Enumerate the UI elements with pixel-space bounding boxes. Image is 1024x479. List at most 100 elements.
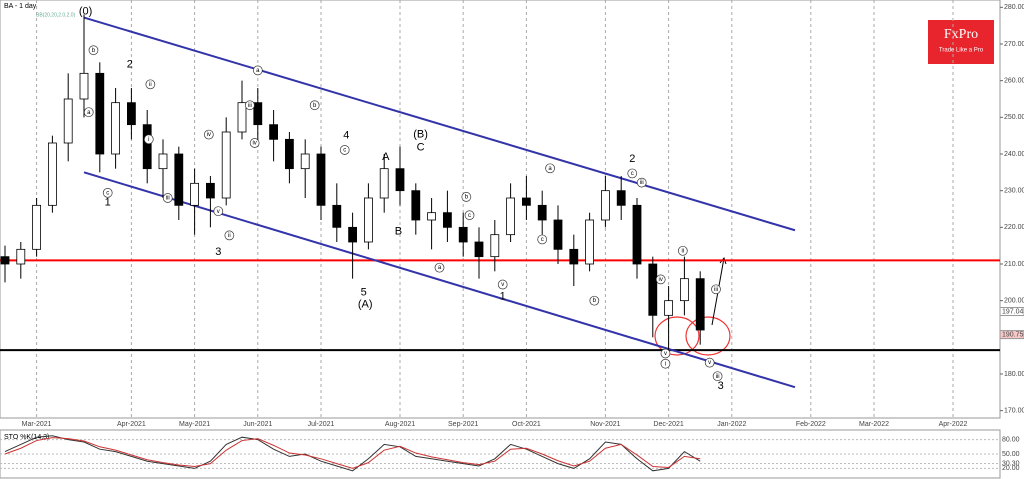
wave-label: 3 <box>718 380 724 392</box>
osc-tick-label: 20.00 <box>1002 465 1020 472</box>
x-tick-label: Jul-2021 <box>308 421 335 428</box>
candle-body <box>537 204 547 221</box>
wave-circle <box>309 100 320 111</box>
wave-label: 1 <box>500 291 506 303</box>
x-tick-label: Mar-2021 <box>22 421 52 428</box>
wave-label: a <box>256 68 260 74</box>
wave-label: c <box>631 171 634 177</box>
candle-body <box>300 153 310 170</box>
wave-label: a <box>438 265 442 271</box>
wave-circle <box>102 188 113 198</box>
wave-label: 4 <box>343 130 349 142</box>
wave-label: b <box>313 103 317 109</box>
candle-body <box>221 131 231 199</box>
highlight-circle <box>654 316 700 356</box>
wave-circle <box>83 107 94 118</box>
candle-body <box>48 142 57 206</box>
candle-body <box>395 168 405 192</box>
plot-frame <box>0 0 1001 419</box>
wave-label: b <box>92 48 96 54</box>
price-tag <box>999 330 1024 340</box>
osc-tick-label: 30.30 <box>1002 460 1020 467</box>
x-tick-label: Sep-2021 <box>448 421 478 428</box>
wave-label: iii <box>640 180 644 186</box>
y-tick-label: 170.00 <box>1004 408 1024 415</box>
candle-body <box>601 190 610 221</box>
candle-body <box>32 204 41 250</box>
wave-label: b <box>465 194 469 200</box>
candle-body <box>0 256 10 265</box>
candle-body <box>269 124 279 140</box>
wave-label: i <box>665 361 666 367</box>
candle-body <box>63 98 73 144</box>
osc-line <box>4 435 701 472</box>
wave-label: c <box>343 148 346 154</box>
wave-circle <box>704 357 715 368</box>
candle-body <box>284 138 294 170</box>
candle-body <box>348 226 358 243</box>
wave-label: iii <box>166 196 170 202</box>
candle-body <box>569 248 579 265</box>
wave-circle <box>339 145 350 155</box>
wave-label: (0) <box>79 5 92 17</box>
candle-body <box>458 226 468 243</box>
candle-body <box>205 182 215 199</box>
x-tick-label: Dec-2021 <box>653 421 683 428</box>
candle-body <box>506 197 516 236</box>
candle-body <box>553 219 563 250</box>
wave-label: ii <box>228 233 231 239</box>
x-tick-label: Nov-2021 <box>590 421 620 428</box>
osc-tick-label: 80.00 <box>1002 436 1020 443</box>
wave-label: v <box>217 209 220 215</box>
wave-label: B <box>395 225 402 237</box>
wave-label: c <box>468 213 471 219</box>
channel-line <box>83 171 796 389</box>
osc-tick-label: 50.00 <box>1002 451 1020 458</box>
wave-circle <box>252 65 263 76</box>
candle-body <box>648 263 658 316</box>
candle-body <box>95 72 105 155</box>
y-tick-label: 240.00 <box>1004 151 1024 158</box>
wave-circle <box>711 284 721 295</box>
x-tick-label: May-2021 <box>179 421 210 428</box>
logo-tagline: Trade Like a Pro <box>939 48 984 54</box>
candle-body <box>442 212 452 228</box>
x-tick-label: Feb-2022 <box>796 421 826 428</box>
candle-body <box>522 197 531 206</box>
wave-label: iv <box>659 277 663 283</box>
wave-label: iv <box>252 141 256 147</box>
wave-label: iii <box>248 103 252 109</box>
wave-circle <box>677 245 688 256</box>
wave-circle <box>660 358 671 369</box>
wave-label: a <box>87 110 91 116</box>
chart-title: BA - 1 day <box>4 3 37 10</box>
wave-circle <box>497 279 508 290</box>
wave-label: (B) <box>413 128 428 140</box>
wave-circle <box>245 100 255 111</box>
y-tick-label: 260.00 <box>1004 78 1024 85</box>
y-tick-label: 230.00 <box>1004 188 1024 195</box>
candle-body <box>316 153 326 206</box>
osc-line <box>4 437 701 469</box>
candle-body <box>190 182 200 206</box>
channel-line <box>83 16 796 232</box>
candle-body <box>16 248 26 265</box>
wave-label: C <box>417 142 425 154</box>
candle-body <box>363 197 373 243</box>
candle-body <box>411 190 421 221</box>
candle-body <box>585 219 594 265</box>
candle-body <box>332 204 342 228</box>
wave-circle <box>712 371 723 382</box>
wave-circle <box>660 348 671 359</box>
price-tag-label: 190.75 <box>1002 331 1024 338</box>
wave-label: ii <box>149 82 152 88</box>
wave-label: 2 <box>629 153 635 165</box>
wave-label: iii <box>716 374 720 380</box>
candle-body <box>253 102 263 126</box>
wave-circle <box>145 79 156 90</box>
wave-label: iii <box>714 287 718 293</box>
wave-label: c <box>541 237 544 243</box>
indicator-label: BB(20,20,2.0,2.0) <box>36 12 76 18</box>
wave-label: 3 <box>215 246 221 258</box>
x-tick-label: Mar-2022 <box>859 421 889 428</box>
